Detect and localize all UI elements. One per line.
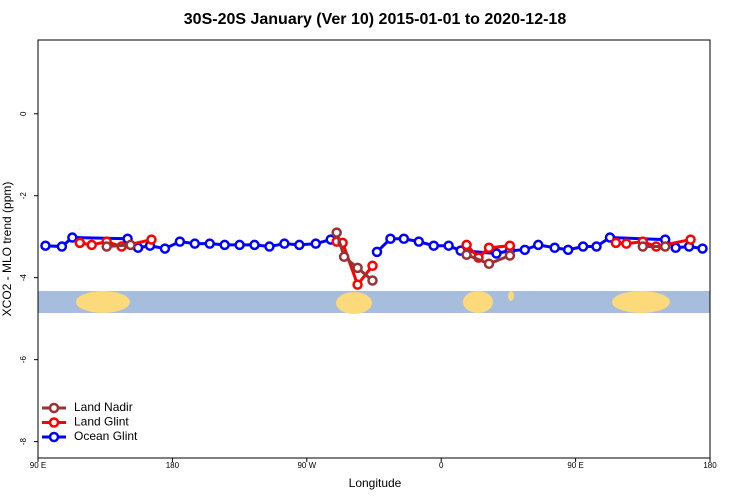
legend-marker	[48, 402, 60, 414]
point	[338, 251, 350, 263]
point	[40, 240, 51, 251]
point	[86, 239, 98, 251]
point	[125, 239, 136, 251]
point	[428, 240, 439, 251]
point	[385, 233, 396, 245]
legend-label: Ocean Glint	[74, 429, 138, 443]
plot-frame	[37, 39, 711, 459]
point	[219, 239, 230, 251]
legend-label: Land Nadir	[74, 400, 133, 414]
legend-label: Land Glint	[74, 415, 129, 429]
x-tick-label: 90 E	[567, 461, 583, 470]
point	[483, 242, 495, 254]
point	[461, 249, 472, 260]
x-axis-label: Longitude	[349, 476, 402, 490]
point	[310, 238, 322, 249]
point	[74, 237, 86, 249]
x-tick-label: 90 E	[30, 461, 46, 470]
point	[413, 236, 425, 247]
point	[56, 241, 68, 252]
point	[549, 242, 560, 254]
point	[264, 241, 275, 252]
point	[294, 239, 305, 251]
point	[637, 241, 649, 252]
series-line	[335, 232, 374, 282]
point	[562, 244, 574, 256]
point	[591, 241, 602, 252]
point	[204, 238, 215, 249]
point	[352, 262, 363, 274]
point	[621, 238, 632, 249]
series-line	[465, 243, 511, 260]
point	[659, 241, 671, 252]
point	[367, 260, 378, 272]
x-tick-label: 180	[703, 461, 717, 470]
point	[189, 238, 201, 249]
y-tick-label: -8	[19, 438, 28, 446]
point	[697, 243, 708, 254]
point	[443, 240, 454, 251]
y-axis-label: XCO2 - MLO trend (ppm)	[0, 182, 14, 317]
point	[371, 246, 383, 258]
point	[234, 239, 245, 251]
y-tick-label: -6	[19, 356, 28, 364]
point	[519, 244, 531, 256]
y-tick-label: 0	[19, 111, 28, 116]
point	[461, 239, 472, 251]
point	[610, 237, 622, 249]
point	[159, 243, 171, 254]
point	[483, 258, 495, 270]
legend-marker	[48, 431, 60, 443]
y-tick-label: -2	[19, 192, 28, 200]
legend-marker	[48, 417, 60, 428]
point	[533, 239, 544, 251]
point	[67, 232, 78, 243]
point	[398, 233, 410, 245]
point	[577, 241, 589, 252]
point	[367, 275, 378, 286]
point	[504, 240, 516, 251]
point	[352, 279, 363, 290]
x-tick-label: 90 W	[297, 461, 316, 470]
point	[146, 234, 157, 245]
point	[491, 248, 502, 259]
map-strip	[38, 291, 710, 314]
point	[249, 239, 260, 251]
chart-title: 30S-20S January (Ver 10) 2015-01-01 to 2…	[184, 11, 567, 28]
point	[279, 238, 290, 249]
point	[331, 227, 342, 238]
point	[504, 250, 516, 261]
x-tick-label: 0	[439, 461, 444, 470]
y-tick-label: -4	[19, 274, 28, 282]
point	[101, 241, 112, 252]
point	[670, 242, 681, 254]
point	[685, 234, 696, 245]
x-tick-label: 180	[166, 461, 180, 470]
point	[174, 236, 186, 247]
